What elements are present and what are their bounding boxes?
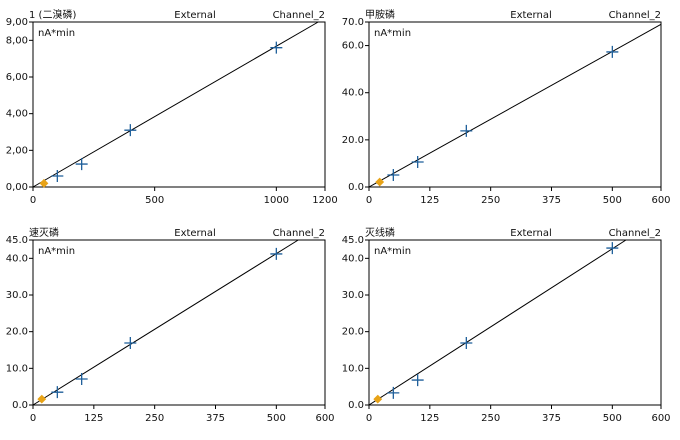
data-point — [375, 177, 385, 187]
fit-line — [368, 239, 627, 406]
data-point — [75, 158, 88, 171]
y-tick-label: 40.0 — [342, 88, 364, 99]
y-tick-label: 0.0 — [348, 182, 364, 193]
data-point — [411, 156, 424, 169]
y-tick-label: 0.0 — [348, 400, 364, 411]
x-tick-label: 500 — [145, 195, 164, 206]
plot-frame — [368, 239, 662, 406]
fit-line — [32, 21, 319, 188]
method-label: External — [510, 10, 552, 21]
data-point — [460, 124, 473, 137]
plot-frame — [368, 21, 662, 188]
data-point — [39, 178, 49, 188]
method-label: External — [174, 228, 216, 239]
data-point — [387, 168, 400, 181]
channel-label: Channel_2 — [273, 228, 325, 239]
y-axis-label: nA*min — [374, 28, 411, 39]
data-point — [373, 394, 383, 404]
y-tick-label: 20.0 — [6, 327, 28, 338]
y-tick-label: 9,00 — [6, 17, 28, 28]
data-point — [270, 247, 283, 260]
x-tick-label: 1000 — [264, 195, 289, 206]
x-tick-label: 0 — [30, 195, 36, 206]
chart-title: 速灭磷 — [29, 226, 59, 239]
channel-label: Channel_2 — [273, 10, 325, 21]
y-tick-label: 8,00 — [6, 35, 28, 46]
data-point — [606, 242, 619, 255]
data-point — [124, 337, 137, 350]
y-tick-label: 20.0 — [342, 135, 364, 146]
y-axis-label: nA*min — [374, 246, 411, 257]
data-point — [411, 374, 424, 387]
chart-title: 灭线磷 — [365, 226, 395, 239]
x-tick-label: 600 — [651, 195, 670, 206]
y-tick-label: 40.0 — [342, 253, 364, 264]
y-tick-label: 0,00 — [6, 182, 28, 193]
y-tick-label: 45.0 — [342, 235, 364, 246]
y-tick-label: 30.0 — [6, 290, 28, 301]
data-point — [270, 41, 283, 54]
x-tick-label: 0 — [30, 413, 36, 424]
y-tick-label: 20.0 — [342, 327, 364, 338]
x-tick-label: 600 — [315, 413, 334, 424]
x-tick-label: 500 — [603, 413, 622, 424]
x-tick-label: 375 — [542, 413, 561, 424]
x-tick-label: 375 — [206, 413, 225, 424]
data-point — [37, 394, 47, 404]
plot-frame — [32, 239, 326, 406]
y-tick-label: 10.0 — [342, 363, 364, 374]
data-point — [75, 372, 88, 385]
y-tick-label: 70.0 — [342, 17, 364, 28]
method-label: External — [510, 228, 552, 239]
y-tick-label: 4,00 — [6, 109, 28, 120]
x-tick-label: 500 — [267, 413, 286, 424]
y-tick-label: 0.0 — [12, 400, 28, 411]
x-tick-label: 600 — [651, 413, 670, 424]
channel-label: Channel_2 — [609, 228, 661, 239]
data-point — [387, 386, 400, 399]
y-tick-label: 10.0 — [6, 363, 28, 374]
x-tick-label: 250 — [481, 413, 500, 424]
x-tick-label: 375 — [542, 195, 561, 206]
x-tick-label: 0 — [366, 413, 372, 424]
data-point — [51, 386, 64, 399]
chart-title: 甲胺磷 — [365, 8, 395, 21]
data-point — [460, 337, 473, 350]
chart-title: 1 (二溴磷) — [29, 8, 76, 21]
data-point — [51, 170, 64, 182]
x-tick-label: 125 — [420, 195, 439, 206]
y-axis-label: nA*min — [38, 246, 75, 257]
y-tick-label: 40.0 — [6, 253, 28, 264]
x-tick-label: 125 — [420, 413, 439, 424]
y-tick-label: 30.0 — [342, 290, 364, 301]
plot-frame — [32, 21, 326, 188]
y-tick-label: 45.0 — [6, 235, 28, 246]
y-tick-label: 6,00 — [6, 72, 28, 83]
x-tick-label: 125 — [84, 413, 103, 424]
method-label: External — [174, 10, 216, 21]
data-point — [124, 124, 137, 137]
fit-line — [32, 239, 299, 406]
channel-label: Channel_2 — [609, 10, 661, 21]
x-tick-label: 500 — [603, 195, 622, 206]
x-tick-label: 250 — [481, 195, 500, 206]
y-axis-label: nA*min — [38, 28, 75, 39]
y-tick-label: 60.0 — [342, 41, 364, 52]
y-tick-label: 2,00 — [6, 145, 28, 156]
data-point — [606, 45, 619, 58]
x-tick-label: 250 — [145, 413, 164, 424]
x-tick-label: 1200 — [312, 195, 337, 206]
x-tick-label: 0 — [366, 195, 372, 206]
